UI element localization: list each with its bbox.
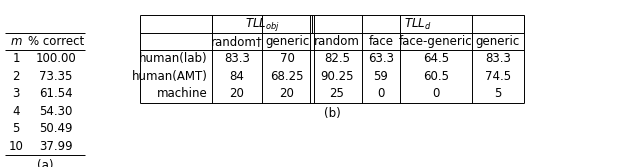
Text: 10: 10 <box>8 140 24 153</box>
Text: 3: 3 <box>12 87 20 100</box>
Text: generic: generic <box>476 35 520 48</box>
Text: 0: 0 <box>432 87 440 100</box>
Text: random†: random† <box>211 35 263 48</box>
Text: 54.30: 54.30 <box>39 105 73 118</box>
Text: 25: 25 <box>330 87 344 100</box>
Text: $m$: $m$ <box>10 35 22 48</box>
Text: (a): (a) <box>36 159 53 167</box>
Text: 83.3: 83.3 <box>224 52 250 65</box>
Text: human(AMT): human(AMT) <box>132 70 208 83</box>
Text: 1: 1 <box>12 52 20 65</box>
Text: $TLL_{obj}$: $TLL_{obj}$ <box>244 16 280 33</box>
Text: 83.3: 83.3 <box>485 52 511 65</box>
Text: (b): (b) <box>324 107 340 120</box>
Text: 68.25: 68.25 <box>270 70 304 83</box>
Text: machine: machine <box>157 87 208 100</box>
Text: face-generic: face-generic <box>399 35 473 48</box>
Text: 100.00: 100.00 <box>36 52 76 65</box>
Text: 74.5: 74.5 <box>485 70 511 83</box>
Text: % correct: % correct <box>28 35 84 48</box>
Text: 90.25: 90.25 <box>320 70 354 83</box>
Text: 73.35: 73.35 <box>39 70 73 83</box>
Text: 0: 0 <box>378 87 385 100</box>
Text: 37.99: 37.99 <box>39 140 73 153</box>
Text: 63.3: 63.3 <box>368 52 394 65</box>
Text: human(lab): human(lab) <box>140 52 208 65</box>
Text: 5: 5 <box>494 87 502 100</box>
Text: 82.5: 82.5 <box>324 52 350 65</box>
Text: 4: 4 <box>12 105 20 118</box>
Text: 59: 59 <box>374 70 388 83</box>
Text: 20: 20 <box>230 87 244 100</box>
Text: generic: generic <box>265 35 309 48</box>
Text: face: face <box>369 35 394 48</box>
Text: random: random <box>314 35 360 48</box>
Text: $TLL_{d}$: $TLL_{d}$ <box>404 17 432 32</box>
Text: 61.54: 61.54 <box>39 87 73 100</box>
Text: 60.5: 60.5 <box>423 70 449 83</box>
Text: 50.49: 50.49 <box>39 122 73 135</box>
Text: 2: 2 <box>12 70 20 83</box>
Text: 5: 5 <box>12 122 20 135</box>
Text: 20: 20 <box>280 87 294 100</box>
Text: 84: 84 <box>230 70 244 83</box>
Text: 64.5: 64.5 <box>423 52 449 65</box>
Text: 70: 70 <box>280 52 294 65</box>
